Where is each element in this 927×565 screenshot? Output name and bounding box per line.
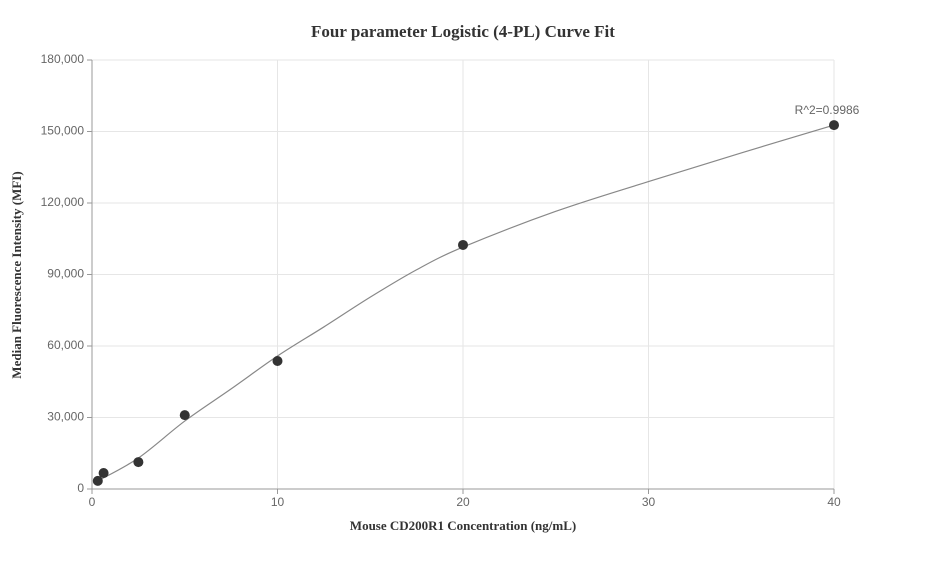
x-tick-label: 30: [642, 495, 656, 509]
x-tick-label: 20: [456, 495, 470, 509]
x-axis-label: Mouse CD200R1 Concentration (ng/mL): [350, 518, 576, 533]
y-tick-label: 150,000: [41, 124, 85, 138]
data-point: [92, 475, 103, 486]
y-tick-label: 60,000: [47, 338, 84, 352]
y-tick-label: 120,000: [41, 195, 85, 209]
data-point: [829, 120, 839, 131]
data-point: [179, 410, 190, 421]
x-tick-label: 40: [827, 495, 841, 509]
y-tick-label: 180,000: [41, 52, 85, 66]
y-tick-label: 0: [77, 481, 84, 495]
fit-curve: [97, 124, 835, 482]
y-tick-label: 30,000: [47, 410, 84, 424]
data-point: [458, 239, 468, 250]
data-point: [272, 356, 283, 367]
annotation: R^2=0.9986: [795, 103, 860, 117]
y-axis-label: Median Fluorescence Intensity (MFI): [9, 171, 24, 378]
x-tick-label: 10: [271, 495, 285, 509]
data-point: [98, 468, 109, 479]
chart-title: Four parameter Logistic (4-PL) Curve Fit: [311, 22, 615, 41]
data-point: [133, 457, 144, 468]
y-tick-label: 90,000: [47, 267, 84, 281]
x-tick-label: 0: [89, 495, 96, 509]
